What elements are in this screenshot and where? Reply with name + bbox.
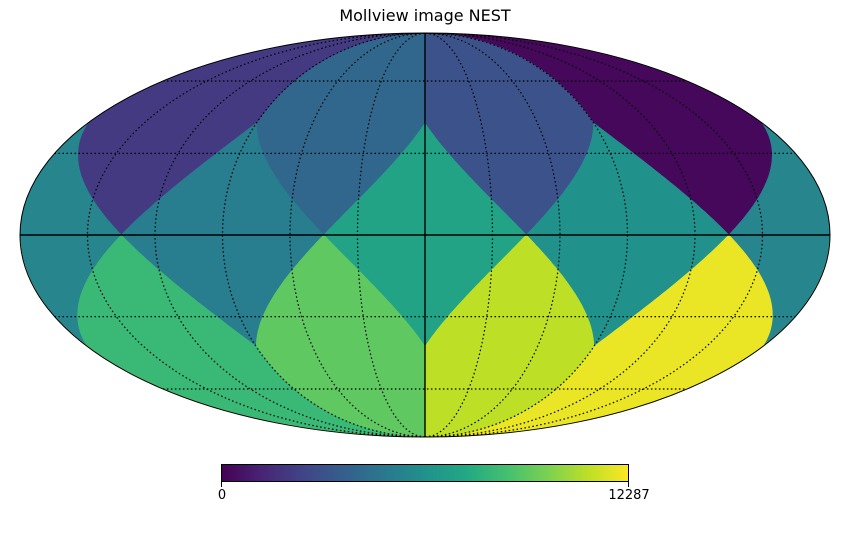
healpix-face-10 [424,234,773,437]
colorbar-min-tick [221,482,222,487]
colorbar-max-label: 12287 [608,488,650,503]
map-outline [19,32,831,438]
parallel-lines [54,80,796,390]
meridian--90 [221,33,426,437]
colorbar [221,464,629,482]
colorbar-max-tick [628,482,629,487]
healpix-face-8 [255,234,426,437]
healpix-face-9 [77,234,426,437]
colorbar-gradient [221,464,629,482]
colorbar-min-label: 0 [217,488,227,503]
healpix-face-11 [424,234,595,437]
map-title: Mollview image NEST [339,6,511,25]
